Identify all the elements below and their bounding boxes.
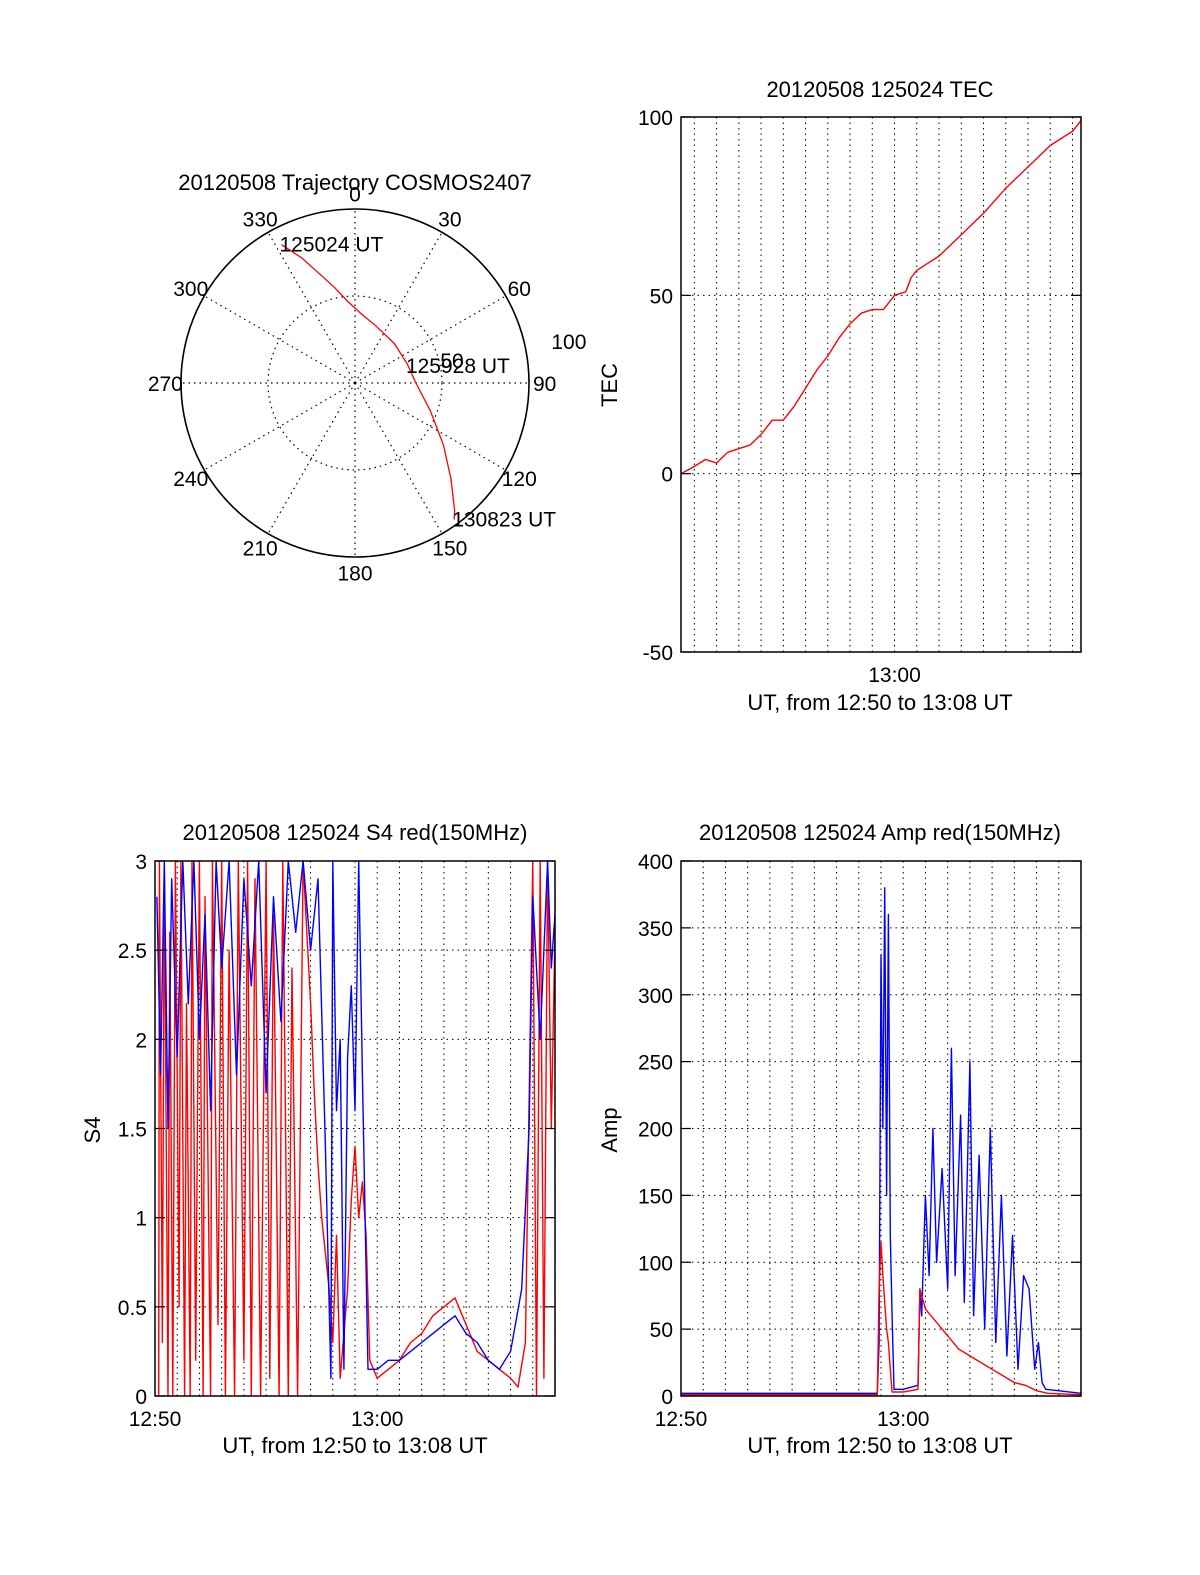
s4-panel: 20120508 125024 S4 red(150MHz) 0 0.5 1 1.5 2… xyxy=(80,820,556,1458)
polar-trajectory-panel: 20120508 Trajectory COSMOS2407 030609012… xyxy=(148,170,587,586)
amp-ytick-label-0: 0 xyxy=(661,1386,673,1409)
s4-ytick-label-6: 3 xyxy=(135,851,147,874)
polar-azimuth-label-90: 90 xyxy=(533,373,556,396)
polar-trajectory-series xyxy=(281,244,456,520)
s4-title: 20120508 125024 S4 red(150MHz) xyxy=(183,820,528,845)
amp-ytick-label-3: 150 xyxy=(638,1185,673,1208)
polar-trajectory-line-0 xyxy=(281,244,456,520)
polar-azimuth-label-60: 60 xyxy=(508,278,531,301)
tec-ytick-label-1: 0 xyxy=(661,464,673,487)
tec-ytick-label-2: 50 xyxy=(650,285,673,308)
tec-xlabel: UT, from 12:50 to 13:08 UT xyxy=(747,690,1012,715)
polar-ring-50 xyxy=(267,295,443,471)
tec-series xyxy=(680,120,1082,475)
polar-annotation-2: 130823 UT xyxy=(452,509,556,532)
polar-spoke-150 xyxy=(354,382,443,534)
tec-ytick-label-0: -50 xyxy=(643,642,673,665)
polar-spoke-60 xyxy=(354,295,506,384)
polar-spoke-120 xyxy=(354,382,506,471)
tec-grid xyxy=(681,117,1081,652)
polar-spoke-240 xyxy=(204,382,356,471)
s4-series-line-1 xyxy=(156,861,555,1379)
amp-grid xyxy=(681,861,1081,1396)
s4-ytick-label-5: 2.5 xyxy=(118,940,147,963)
s4-series-line-0 xyxy=(158,861,555,1396)
tec-title: 20120508 125024 TEC xyxy=(766,77,993,102)
s4-ylabel: S4 xyxy=(80,1117,105,1144)
polar-annotation-1: 125928 UT xyxy=(406,355,510,378)
polar-title: 20120508 Trajectory COSMOS2407 xyxy=(178,170,531,195)
polar-azimuth-label-120: 120 xyxy=(502,468,537,491)
amp-ylabel: Amp xyxy=(597,1107,622,1152)
polar-azimuth-label-240: 240 xyxy=(173,468,208,491)
s4-ytick-label-1: 0.5 xyxy=(118,1297,147,1320)
polar-radial-label-100: 100 xyxy=(551,331,586,354)
tec-panel: 20120508 125024 TEC -50 0 50 100 13:00 UT, f… xyxy=(597,77,1082,715)
amp-ytick-label-8: 400 xyxy=(638,851,673,874)
polar-grid xyxy=(180,208,530,558)
s4-ytick-label-4: 2 xyxy=(135,1029,147,1052)
polar-spoke-300 xyxy=(204,295,356,384)
tec-ytick-label-3: 100 xyxy=(638,107,673,130)
amp-series-line-0 xyxy=(681,887,1081,1394)
polar-annotation-0: 125024 UT xyxy=(279,234,383,257)
polar-spoke-330 xyxy=(267,232,356,384)
polar-azimuth-label-210: 210 xyxy=(243,537,278,560)
tec-series-line-0 xyxy=(680,120,1082,475)
s4-ytick-label-3: 1.5 xyxy=(118,1119,147,1142)
s4-xtick-label-0: 12:50 xyxy=(129,1408,182,1431)
s4-xlabel: UT, from 12:50 to 13:08 UT xyxy=(222,1433,487,1458)
amp-series xyxy=(681,887,1081,1396)
polar-annotations: 125024 UT 125928 UT 130823 UT xyxy=(279,234,556,532)
polar-azimuth-label-270: 270 xyxy=(148,373,183,396)
amp-ytick-label-2: 100 xyxy=(638,1252,673,1275)
polar-spoke-210 xyxy=(267,382,356,534)
polar-azimuth-label-150: 150 xyxy=(432,537,467,560)
s4-xtick-label-1: 13:00 xyxy=(351,1408,404,1431)
amp-ytick-label-6: 300 xyxy=(638,985,673,1008)
polar-azimuth-label-330: 330 xyxy=(243,209,278,232)
amp-xlabel: UT, from 12:50 to 13:08 UT xyxy=(747,1433,1012,1458)
amp-title: 20120508 125024 Amp red(150MHz) xyxy=(699,820,1061,845)
s4-ytick-label-2: 1 xyxy=(135,1208,147,1231)
polar-azimuth-label-180: 180 xyxy=(337,563,372,586)
tec-ylabel: TEC xyxy=(597,363,622,407)
polar-spoke-30 xyxy=(354,232,443,384)
s4-tick-labels: 0 0.5 1 1.5 2 2.5 3 12:50 13:00 xyxy=(118,851,555,1431)
s4-series xyxy=(156,861,555,1396)
polar-ring-100 xyxy=(180,208,530,558)
polar-azimuth-label-0: 0 xyxy=(349,183,361,206)
amp-tick-labels: 0 50 100 150 200 250 300 350 400 12:50 13:00 xyxy=(638,851,1081,1431)
polar-azimuth-label-300: 300 xyxy=(173,278,208,301)
polar-azimuth-labels: 0 30 60 90 120 150 180 210 240 270 300 330 50 100 xyxy=(148,183,587,585)
amp-panel: 20120508 125024 Amp red(150MHz) 0 50 100 15… xyxy=(597,820,1082,1458)
amp-xtick-label-0: 12:50 xyxy=(655,1408,708,1431)
amp-xtick-label-1: 13:00 xyxy=(877,1408,930,1431)
amp-ytick-label-4: 200 xyxy=(638,1119,673,1142)
amp-ytick-label-7: 350 xyxy=(638,918,673,941)
tec-plot-frame xyxy=(680,116,1082,653)
s4-ytick-label-0: 0 xyxy=(135,1386,147,1409)
tec-xtick-label-0: 13:00 xyxy=(868,664,921,687)
tec-tick-labels: -50 0 50 100 13:00 xyxy=(638,107,1081,687)
amp-ytick-label-1: 50 xyxy=(650,1319,673,1342)
polar-azimuth-label-30: 30 xyxy=(438,209,461,232)
amp-ytick-label-5: 250 xyxy=(638,1052,673,1075)
polar-radial-label-50: 50 xyxy=(440,350,463,373)
amp-series-line-1 xyxy=(681,1241,1081,1396)
